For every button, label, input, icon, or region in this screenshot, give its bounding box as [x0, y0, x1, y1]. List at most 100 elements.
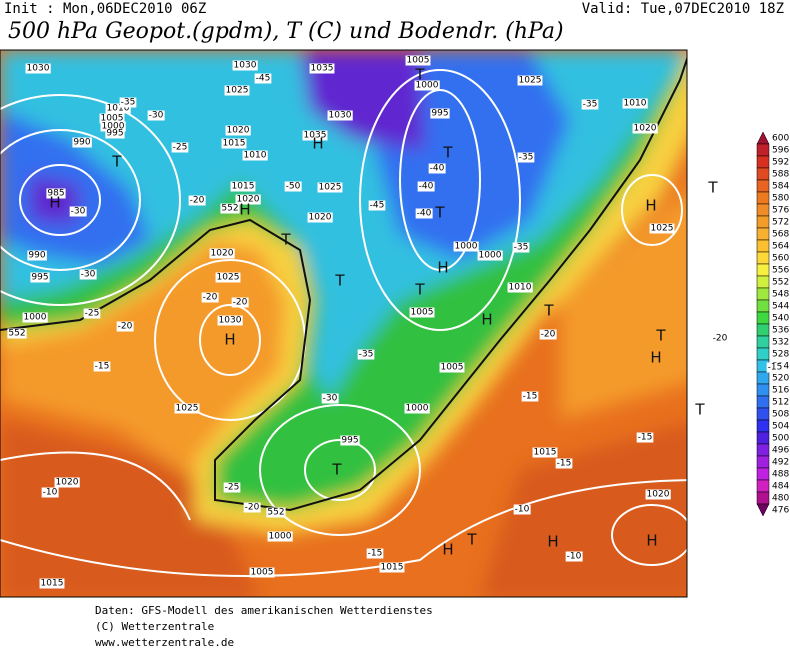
legend-swatch	[756, 167, 770, 181]
legend-swatch	[756, 215, 770, 229]
isobar-label: 1025	[319, 183, 342, 193]
legend-label: 532	[772, 338, 789, 348]
legend-label: 568	[772, 230, 789, 240]
pressure-center: H	[442, 541, 453, 559]
label-box	[414, 80, 440, 91]
isobar-label: 1020	[211, 249, 234, 259]
legend-label: 536	[772, 326, 789, 336]
map-title: 500 hPa Geopot.(gpdm), T (C) und Bodendr…	[8, 19, 564, 44]
label-box	[309, 63, 335, 74]
temperature-label: -35	[583, 100, 598, 110]
label-box	[249, 567, 275, 578]
label-box	[453, 241, 479, 252]
footer-line: Daten: GFS-Modell des amerikanischen Wet…	[95, 604, 433, 617]
label-box	[201, 292, 219, 303]
label-box	[79, 269, 97, 280]
valid-time: Valid: Tue,07DEC2010 18Z	[582, 1, 784, 17]
temperature-label: -15	[95, 362, 110, 372]
label-box	[340, 435, 360, 446]
legend-label: 484	[772, 482, 789, 492]
isobar-label: 1010	[244, 151, 267, 161]
temperature-label: -25	[225, 483, 240, 493]
label-box	[217, 315, 243, 326]
pressure-center: H	[646, 532, 657, 550]
label-box	[174, 403, 200, 414]
label-box	[224, 85, 250, 96]
label-box	[69, 206, 87, 217]
legend-swatch	[756, 263, 770, 277]
temperature-label: -20	[118, 322, 133, 332]
legend-swatch	[756, 143, 770, 157]
legend-swatch	[756, 455, 770, 469]
legend-label: 596	[772, 146, 789, 156]
legend-label: 540	[772, 314, 789, 324]
temperature-label: -20	[233, 298, 248, 308]
isobar-label: 1020	[309, 213, 332, 223]
map-frame	[0, 49, 688, 598]
isobar-label: 1025	[519, 76, 542, 86]
isobar-label: 1000	[406, 404, 429, 414]
legend-label: 560	[772, 254, 789, 264]
label-box	[235, 194, 261, 205]
legend-swatch	[756, 299, 770, 313]
legend-label: 488	[772, 470, 789, 480]
legend-label: 564	[772, 242, 789, 252]
isobar-label: 995	[431, 109, 448, 119]
label-box	[507, 282, 533, 293]
label-box	[517, 152, 535, 163]
isobar-label: 990	[28, 251, 45, 261]
label-box	[555, 458, 573, 469]
temperature-label: -30	[81, 270, 96, 280]
label-box	[404, 403, 430, 414]
legend-swatch	[756, 287, 770, 301]
isobar-label: 1035	[311, 64, 334, 74]
pressure-center: T	[111, 153, 122, 171]
temperature-label: -40	[417, 209, 432, 219]
isobar-label: 1020	[634, 124, 657, 134]
label-box	[636, 432, 654, 443]
label-box	[327, 110, 353, 121]
temperature-label: -45	[370, 201, 385, 211]
isobar-label: 1010	[107, 104, 130, 114]
label-box	[105, 103, 131, 114]
temperature-label: -10	[515, 505, 530, 515]
pressure-center: T	[694, 401, 705, 419]
isobar-label: 1030	[329, 111, 352, 121]
legend-swatch	[756, 479, 770, 493]
isobar-label: 1015	[41, 579, 64, 589]
isobar-label: 1010	[509, 283, 532, 293]
isobar-label: 1030	[219, 316, 242, 326]
label-box	[409, 307, 435, 318]
legend-swatch	[756, 419, 770, 433]
isobar-label: 1000	[479, 251, 502, 261]
label-box	[223, 482, 241, 493]
label-box	[266, 507, 286, 518]
pressure-center: T	[414, 281, 425, 299]
pressure-center: T	[707, 179, 718, 197]
pressure-center: H	[224, 331, 235, 349]
label-box	[220, 203, 240, 214]
temperature-label: -20	[713, 334, 728, 344]
isobar-label: 1015	[232, 182, 255, 192]
legend-swatch	[756, 155, 770, 169]
legend-label: 500	[772, 434, 789, 444]
label-box	[477, 250, 503, 261]
label-box	[513, 504, 531, 515]
footer-line: (C) Wetterzentrale	[95, 620, 214, 633]
legend-label: 476	[772, 506, 789, 516]
legend-label: 556	[772, 266, 789, 276]
isobar-label: 1020	[647, 490, 670, 500]
temperature-label: -15	[557, 459, 572, 469]
isobar-label: 1000	[416, 81, 439, 91]
label-box	[215, 272, 241, 283]
label-box	[41, 487, 59, 498]
pressure-center: T	[466, 531, 477, 549]
temperature-label: -20	[190, 196, 205, 206]
legend-swatch	[756, 431, 770, 445]
label-box	[581, 99, 599, 110]
legend-swatch	[756, 395, 770, 409]
legend-swatch	[756, 407, 770, 421]
legend-swatch	[756, 275, 770, 289]
legend-swatch	[756, 443, 770, 457]
